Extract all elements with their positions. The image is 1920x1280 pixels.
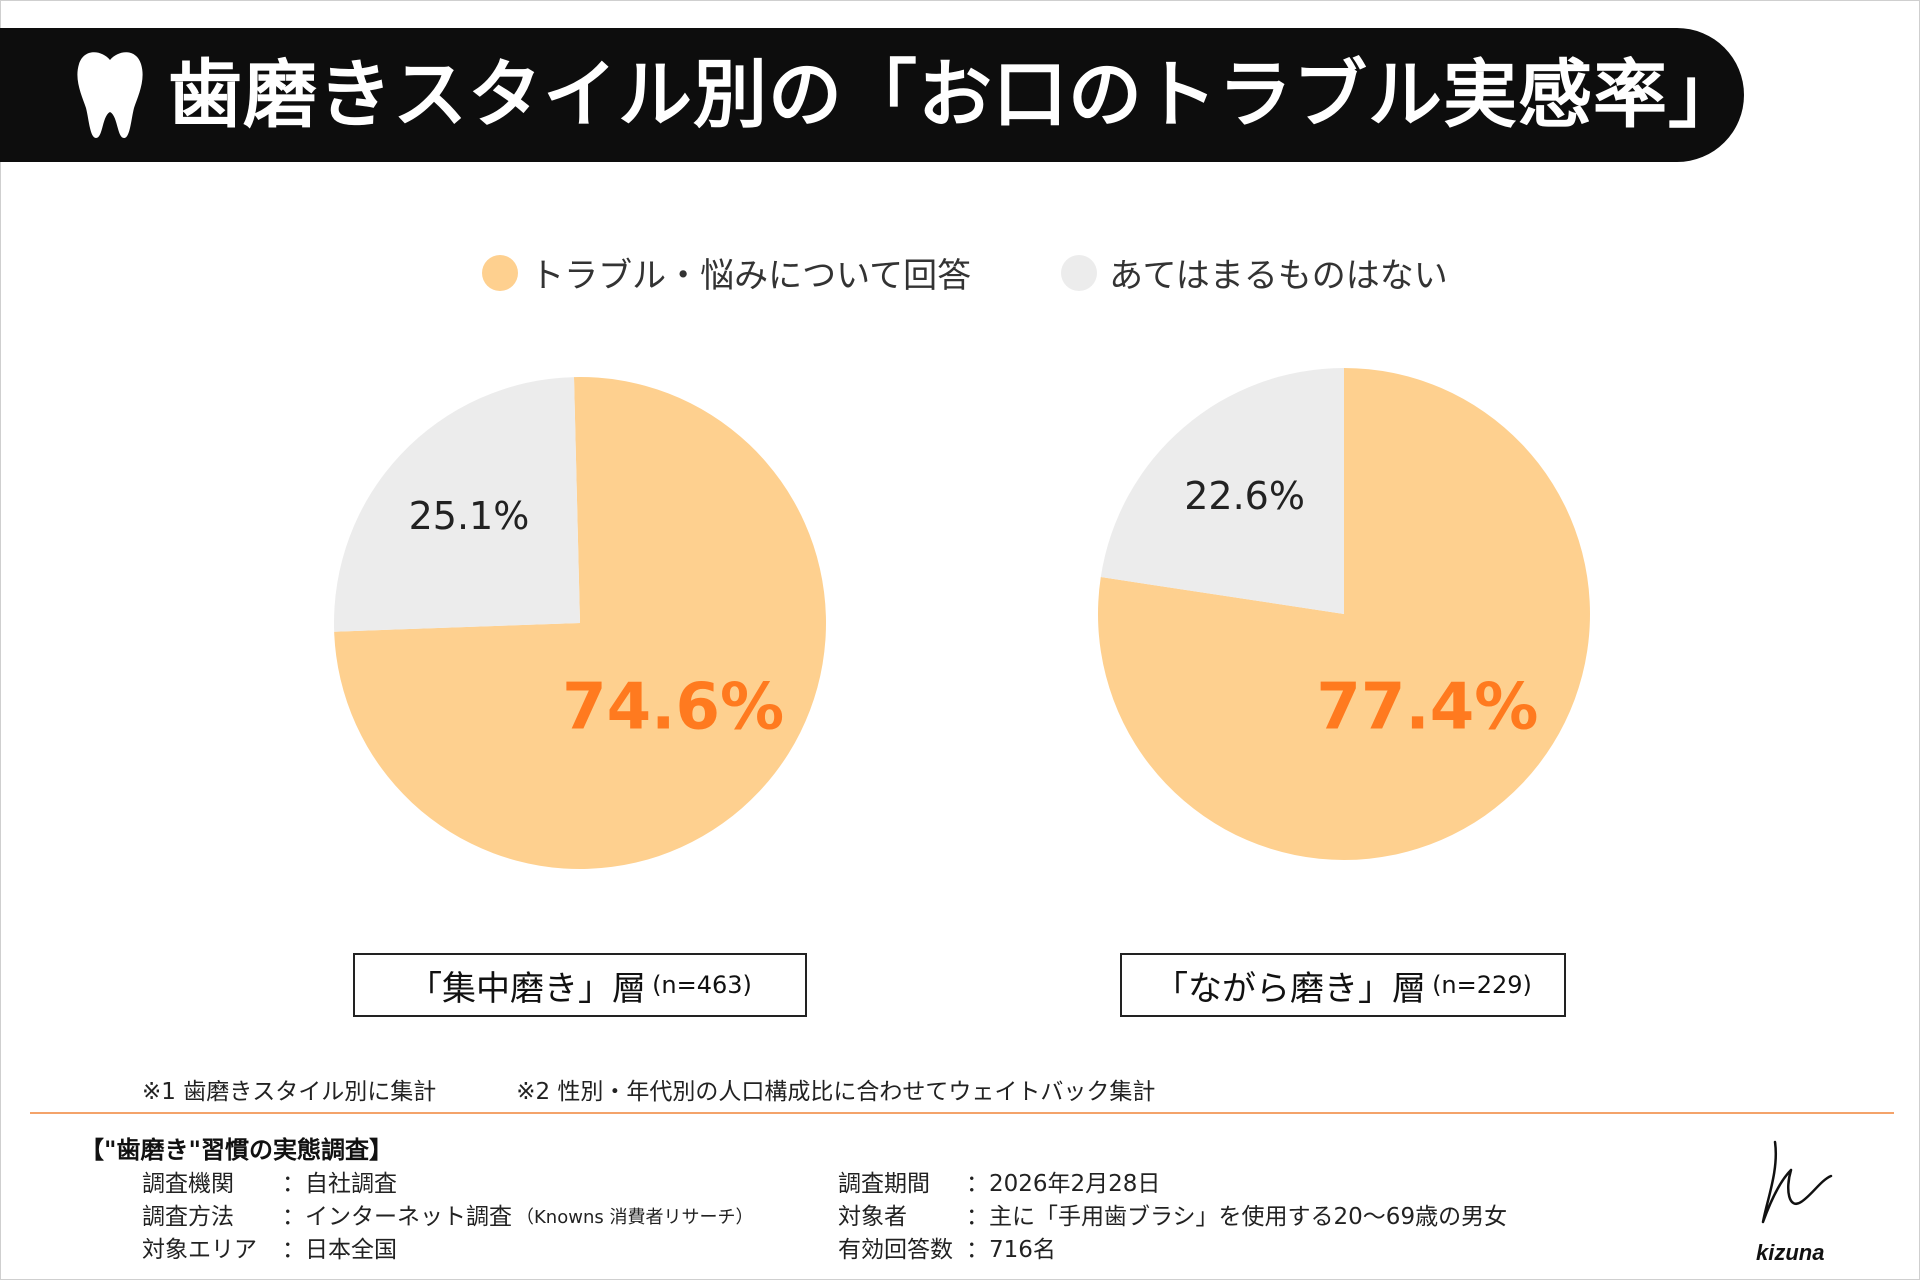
survey-key: 対象者 bbox=[838, 1204, 907, 1230]
data-label-none: 22.6% bbox=[1184, 474, 1305, 518]
brand-name: kizuna bbox=[1756, 1240, 1825, 1265]
survey-key: 有効回答数 bbox=[838, 1237, 953, 1263]
survey-value: ：2026年2月28日 bbox=[966, 1171, 1161, 1197]
survey-value: ：日本全国 bbox=[282, 1237, 397, 1263]
survey-key: 対象エリア bbox=[142, 1237, 257, 1263]
legend-swatch-trouble bbox=[482, 254, 519, 291]
group-n-multitask: (n=229) bbox=[1432, 971, 1532, 999]
pie-charts: 74.6% 25.1% 77.4% 22.6% bbox=[333, 368, 1590, 869]
kizuna-logo-signature bbox=[1761, 1140, 1833, 1224]
group-box-focused: 「集中磨き」層 (n=463) bbox=[353, 953, 807, 1017]
survey-row-agency: 調査機関 ：自社調査 bbox=[142, 1168, 753, 1201]
survey-value: ：主に「手用歯ブラシ」を使用する20～69歳の男女 bbox=[966, 1204, 1508, 1230]
survey-row-area: 対象エリア ：日本全国 bbox=[142, 1234, 753, 1267]
survey-info-left: 調査機関 ：自社調査 調査方法 ：インターネット調査 （Knowns 消費者リサ… bbox=[142, 1168, 753, 1267]
survey-key: 調査方法 bbox=[142, 1204, 234, 1230]
survey-heading: 【"歯磨き"習慣の実態調査】 bbox=[80, 1136, 394, 1164]
legend-label-trouble: トラブル・悩みについて回答 bbox=[530, 256, 972, 296]
group-label-focused: 「集中磨き」層 bbox=[408, 968, 647, 1009]
pie-slice-trouble bbox=[334, 377, 826, 869]
survey-info-right: 調査期間 ：2026年2月28日 対象者 ：主に「手用歯ブラシ」を使用する20～… bbox=[838, 1168, 1507, 1267]
legend-item-none: あてはまるものはない bbox=[1061, 248, 1448, 297]
data-label-trouble: 77.4% bbox=[1316, 671, 1538, 745]
survey-row-method: 調査方法 ：インターネット調査 （Knowns 消費者リサーチ） bbox=[142, 1201, 753, 1234]
title-banner bbox=[0, 28, 1744, 162]
survey-value: ：インターネット調査 bbox=[282, 1204, 512, 1230]
survey-row-responses: 有効回答数 ：716名 bbox=[838, 1234, 1507, 1267]
survey-row-period: 調査期間 ：2026年2月28日 bbox=[838, 1168, 1507, 1201]
legend-swatch-none bbox=[1061, 254, 1098, 291]
footnote-1: ※1 歯磨きスタイル別に集計 bbox=[142, 1079, 437, 1105]
group-n-focused: (n=463) bbox=[652, 971, 752, 999]
data-label-trouble: 74.6% bbox=[562, 670, 784, 744]
chart-legend: トラブル・悩みについて回答 あてはまるものはない bbox=[0, 248, 1920, 297]
survey-key: 調査機関 bbox=[142, 1171, 234, 1197]
page-title: 歯磨きスタイル別の「お口のトラブル実感率」 bbox=[168, 52, 1743, 138]
legend-label-none: あてはまるものはない bbox=[1109, 256, 1448, 296]
footnote-2: ※2 性別・年代別の人口構成比に合わせてウェイトバック集計 bbox=[516, 1079, 1156, 1105]
survey-value-extra: （Knowns 消費者リサーチ） bbox=[516, 1207, 754, 1228]
footnotes: ※1 歯磨きスタイル別に集計 ※2 性別・年代別の人口構成比に合わせてウェイトバ… bbox=[142, 1072, 1155, 1106]
footer-divider bbox=[30, 1112, 1894, 1114]
group-box-multitask: 「ながら磨き」層 (n=229) bbox=[1120, 953, 1566, 1017]
data-label-none: 25.1% bbox=[409, 494, 530, 538]
pie-slice-none bbox=[1100, 368, 1344, 614]
tooth-icon bbox=[77, 52, 143, 138]
survey-value: ：自社調査 bbox=[282, 1171, 397, 1197]
survey-row-target: 対象者 ：主に「手用歯ブラシ」を使用する20～69歳の男女 bbox=[838, 1201, 1507, 1234]
group-label-multitask: 「ながら磨き」層 bbox=[1154, 968, 1427, 1009]
pie-slice-none bbox=[333, 377, 580, 632]
legend-item-trouble: トラブル・悩みについて回答 bbox=[482, 248, 971, 297]
survey-value: ：716名 bbox=[966, 1237, 1056, 1263]
survey-key: 調査期間 bbox=[838, 1171, 930, 1197]
